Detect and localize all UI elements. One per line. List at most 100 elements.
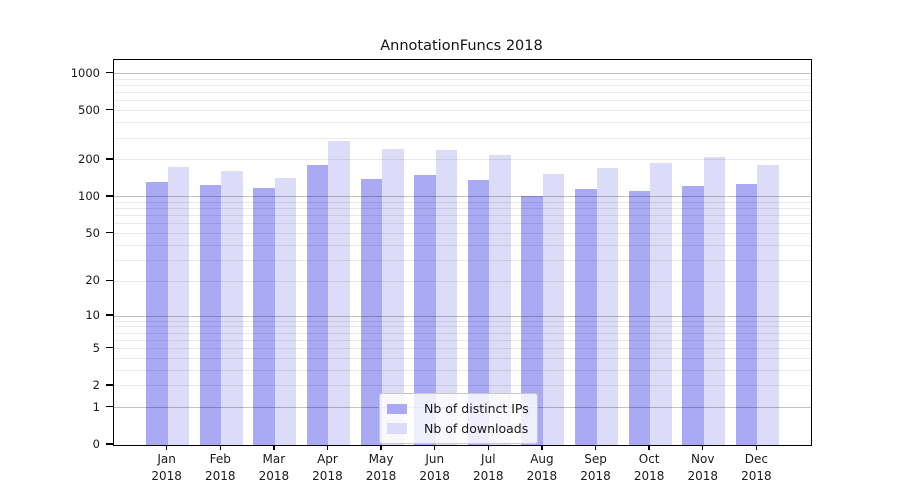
legend-label-distinct-ips: Nb of distinct IPs	[424, 401, 529, 417]
bar-downloads	[757, 164, 779, 445]
x-tick-label: May 2018	[365, 452, 397, 483]
gridline-minor	[114, 369, 811, 371]
x-tick-label: Feb 2018	[204, 452, 236, 483]
gridline-minor	[114, 332, 811, 334]
legend: Nb of distinct IPs Nb of downloads	[379, 393, 538, 444]
y-tick-mark	[106, 71, 113, 74]
gridline-minor	[114, 85, 811, 87]
legend-swatch-downloads	[387, 423, 407, 434]
gridline-minor	[114, 233, 811, 235]
x-tick-mark	[165, 445, 168, 451]
y-tick-label: 500	[78, 102, 100, 117]
x-tick-label: Sep 2018	[580, 452, 611, 483]
x-tick-label: Mar 2018	[258, 452, 290, 483]
legend-item-downloads: Nb of downloads	[387, 419, 529, 439]
gridline-minor	[114, 357, 811, 359]
gridline-minor	[114, 100, 811, 102]
gridline-minor	[114, 244, 811, 246]
gridline-minor	[114, 223, 811, 225]
x-tick-label: Nov 2018	[687, 452, 719, 483]
gridline-minor	[114, 326, 811, 328]
x-tick-mark	[648, 445, 650, 451]
gridline-minor	[114, 92, 811, 94]
y-tick-label: 20	[85, 273, 100, 288]
y-tick-mark	[106, 346, 113, 349]
x-tick-mark	[755, 445, 758, 451]
gridline-minor	[114, 78, 811, 80]
y-tick-mark	[106, 384, 113, 386]
y-tick-mark	[106, 279, 113, 281]
chart-title: AnnotationFuncs 2018	[380, 38, 543, 54]
bar-downloads	[274, 177, 297, 445]
gridline-minor	[114, 215, 811, 217]
gridline-major	[114, 73, 811, 75]
bar-downloads	[221, 170, 243, 445]
y-tick-label: 5	[92, 340, 100, 355]
x-tick-mark	[487, 445, 489, 451]
legend-item-distinct-ips: Nb of distinct IPs	[387, 399, 529, 419]
y-tick-label: 100	[78, 188, 100, 203]
x-tick-mark	[594, 445, 597, 451]
bar-distinct-ips	[735, 183, 758, 445]
x-tick-mark	[433, 445, 436, 451]
x-tick-mark	[273, 445, 275, 451]
y-tick-label: 1	[92, 399, 100, 414]
x-tick-label: Jan 2018	[151, 452, 182, 483]
bar-distinct-ips	[682, 185, 704, 445]
legend-swatch-distinct-ips	[387, 403, 407, 414]
gridline-minor	[114, 339, 811, 341]
bar-downloads	[328, 140, 350, 445]
gridline-minor	[114, 280, 811, 282]
bar-distinct-ips	[575, 188, 597, 445]
y-tick-label: 0	[92, 437, 100, 451]
gridline-major	[114, 315, 811, 317]
y-tick-mark	[106, 195, 113, 197]
y-tick-mark	[106, 231, 113, 234]
gridline-minor	[114, 159, 811, 161]
y-tick-label: 200	[78, 151, 100, 166]
bar-downloads	[596, 168, 619, 445]
plot-area: Nb of distinct IPs Nb of downloads	[113, 59, 812, 446]
x-tick-label: Oct 2018	[633, 452, 665, 483]
x-tick-label: Jun 2018	[419, 452, 450, 483]
y-tick-mark	[106, 109, 113, 111]
y-tick-mark	[106, 406, 113, 408]
gridline-major	[114, 196, 811, 198]
gridline-minor	[114, 110, 811, 112]
gridline-minor	[114, 208, 811, 210]
x-tick-mark	[541, 445, 543, 451]
bar-downloads	[650, 162, 672, 445]
bar-distinct-ips	[253, 188, 275, 445]
y-tick-mark	[106, 314, 113, 316]
y-tick-label: 1000	[70, 65, 100, 80]
bar-distinct-ips	[146, 181, 168, 445]
gridline-minor	[114, 259, 811, 261]
y-tick-label: 50	[85, 225, 100, 240]
legend-label-downloads: Nb of downloads	[424, 420, 529, 436]
gridline-minor	[114, 201, 811, 203]
grid-layer	[114, 60, 811, 445]
gridline-minor	[114, 137, 811, 139]
y-tick-mark	[106, 158, 113, 160]
x-tick-mark	[219, 445, 221, 451]
y-tick-label: 10	[85, 308, 100, 323]
y-tick-label: 2	[92, 377, 100, 392]
x-tick-mark	[702, 445, 704, 451]
bar-downloads	[167, 166, 190, 445]
bar-downloads	[542, 174, 565, 445]
bar-distinct-ips	[199, 184, 222, 445]
x-tick-label: Jul 2018	[473, 452, 504, 483]
gridline-minor	[114, 385, 811, 387]
bar-downloads	[703, 157, 726, 445]
x-tick-label: Aug 2018	[526, 452, 558, 483]
gridline-minor	[114, 122, 811, 124]
x-tick-label: Dec 2018	[741, 452, 772, 483]
x-tick-mark	[380, 445, 382, 451]
gridline-minor	[114, 348, 811, 350]
x-tick-label: Apr 2018	[312, 452, 343, 483]
gridline-minor	[114, 320, 811, 322]
y-tick-mark	[106, 443, 113, 445]
bar-distinct-ips	[628, 190, 651, 445]
bar-distinct-ips	[306, 164, 329, 445]
